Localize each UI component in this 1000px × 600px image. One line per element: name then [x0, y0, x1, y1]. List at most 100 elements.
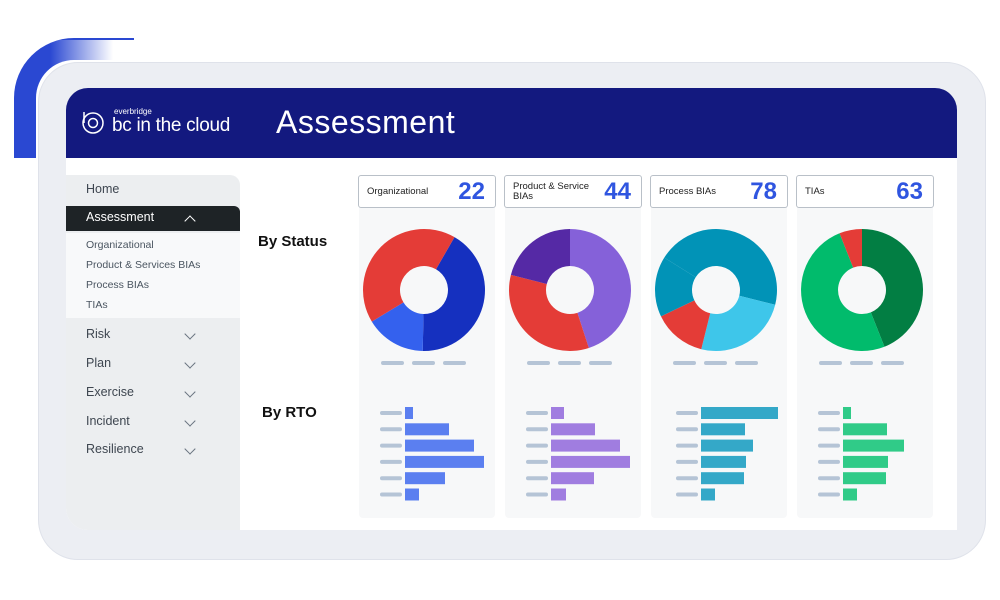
donut-slice[interactable] [701, 295, 776, 351]
submenu-organizational[interactable]: Organizational [86, 239, 154, 251]
submenu-product-services-bias[interactable]: Product & Services BIAs [86, 259, 201, 271]
bar-label-placeholder [676, 476, 698, 481]
assessment-submenu: Organizational Product & Services BIAs P… [66, 233, 240, 318]
bar-label-placeholder [818, 443, 840, 448]
legend-placeholder [443, 361, 466, 365]
rto-bar[interactable] [405, 488, 419, 501]
rto-bar[interactable] [551, 488, 566, 501]
donut-slice[interactable] [371, 302, 424, 351]
card-count: 63 [896, 178, 923, 205]
chart-column [797, 175, 933, 518]
card-count: 44 [604, 178, 631, 205]
chevron-down-icon[interactable] [184, 443, 196, 455]
donut-slice[interactable] [655, 257, 696, 317]
summary-card[interactable]: Organizational 22 [358, 175, 496, 208]
bar-label-placeholder [380, 427, 402, 432]
legend-placeholder [673, 361, 696, 365]
card-count: 78 [750, 178, 777, 205]
legend-placeholder [412, 361, 435, 365]
rto-bar[interactable] [405, 423, 449, 436]
chart-svg [801, 229, 923, 501]
card-label: Organizational [367, 185, 429, 197]
chevron-down-icon[interactable] [184, 415, 196, 427]
rto-bar[interactable] [551, 407, 564, 419]
rto-bar[interactable] [843, 439, 904, 452]
summary-card[interactable]: Product & Service BIAs 44 [504, 175, 642, 208]
rto-bar[interactable] [405, 439, 474, 452]
bar-label-placeholder [818, 492, 840, 497]
summary-card[interactable]: TIAs 63 [796, 175, 934, 208]
legend-placeholder [819, 361, 842, 365]
logo[interactable]: everbridge bc in the cloud [80, 108, 230, 136]
bar-label-placeholder [526, 476, 548, 481]
bar-label-placeholder [676, 459, 698, 464]
donut-slice[interactable] [862, 229, 923, 347]
rto-bar[interactable] [701, 423, 745, 436]
sidebar: Home Assessment Organizational Product &… [66, 175, 240, 530]
bar-label-placeholder [526, 427, 548, 432]
bar-label-placeholder [676, 411, 698, 415]
rto-bar[interactable] [551, 439, 620, 452]
rto-bar[interactable] [843, 423, 887, 436]
rto-bar[interactable] [843, 488, 857, 501]
rto-bar[interactable] [701, 488, 715, 501]
bar-label-placeholder [380, 411, 402, 415]
by-status-heading: By Status [258, 233, 328, 250]
rto-bar[interactable] [405, 407, 413, 419]
rto-bar[interactable] [551, 455, 630, 468]
sidebar-item-plan[interactable]: Plan [86, 356, 112, 370]
donut-slice[interactable] [422, 237, 485, 351]
donut-slice[interactable] [801, 233, 885, 351]
donut-slice[interactable] [510, 229, 570, 285]
bar-label-placeholder [818, 459, 840, 464]
bar-label-placeholder [818, 476, 840, 481]
sidebar-item-resilience[interactable]: Resilience [86, 442, 144, 456]
chevron-down-icon[interactable] [184, 357, 196, 369]
sidebar-item-assessment[interactable]: Assessment [66, 206, 240, 231]
donut-slice[interactable] [660, 300, 711, 350]
bar-label-placeholder [676, 427, 698, 432]
rto-bar[interactable] [701, 439, 753, 452]
sidebar-item-risk[interactable]: Risk [86, 327, 111, 341]
rto-bar[interactable] [843, 455, 888, 468]
summary-card[interactable]: Process BIAs 78 [650, 175, 788, 208]
sidebar-item-home[interactable]: Home [86, 182, 120, 196]
sidebar-item-exercise[interactable]: Exercise [86, 385, 134, 399]
chevron-up-icon [184, 215, 196, 227]
rto-bar[interactable] [701, 455, 746, 468]
donut-slice[interactable] [509, 274, 589, 351]
bar-label-placeholder [818, 427, 840, 432]
rto-bar[interactable] [843, 407, 851, 419]
brand-name: bc in the cloud [112, 115, 231, 136]
sidebar-item-incident[interactable]: Incident [86, 414, 130, 428]
donut-slice[interactable] [664, 229, 777, 305]
legend-placeholder [589, 361, 612, 365]
legend-placeholder [704, 361, 727, 365]
chevron-down-icon[interactable] [184, 328, 196, 340]
legend-placeholder [527, 361, 550, 365]
donut-slice[interactable] [570, 229, 631, 349]
bar-label-placeholder [676, 492, 698, 497]
rto-bar[interactable] [843, 472, 886, 485]
bar-label-placeholder [380, 476, 402, 481]
rto-bar[interactable] [405, 472, 445, 485]
brand-small: everbridge [114, 107, 152, 116]
bar-label-placeholder [380, 443, 402, 448]
rto-bar[interactable] [551, 423, 595, 436]
header: everbridge bc in the cloud Assessment [66, 88, 957, 158]
logo-icon [82, 112, 104, 134]
rto-bar[interactable] [701, 472, 744, 485]
submenu-tias[interactable]: TIAs [86, 299, 108, 311]
rto-bar[interactable] [551, 472, 594, 485]
rto-bar[interactable] [701, 407, 778, 419]
rto-bar[interactable] [405, 455, 484, 468]
chart-column [505, 175, 641, 518]
donut-slice[interactable] [363, 229, 455, 322]
chart-svg [363, 229, 485, 501]
chevron-down-icon[interactable] [184, 386, 196, 398]
donut-slice[interactable] [839, 229, 862, 268]
bar-label-placeholder [676, 443, 698, 448]
legend-placeholder [850, 361, 873, 365]
submenu-process-bias[interactable]: Process BIAs [86, 279, 150, 291]
card-label: Product & Service BIAs [513, 180, 590, 202]
